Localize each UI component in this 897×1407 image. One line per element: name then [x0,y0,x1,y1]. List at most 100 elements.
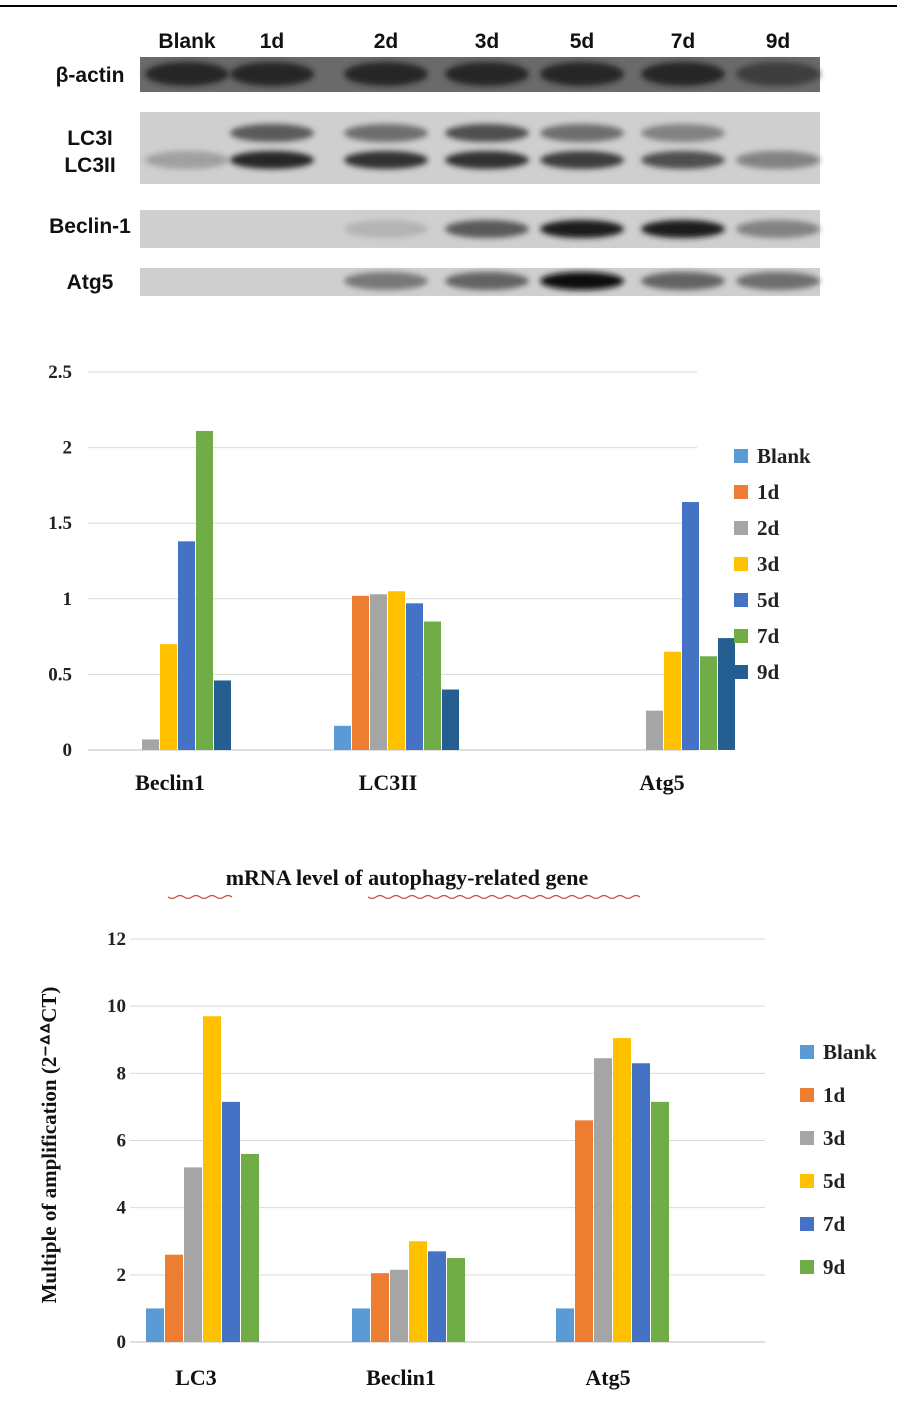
bar-beclin1-2d [142,739,159,750]
blot-band-lc3ii-5d [540,151,624,169]
protein-level-bar-chart: 0 0.5 1 1.5 2 2.5 Beclin1 LC3II Atg5 Blank 1d 2d 3d 5… [48,362,811,795]
blot-band-lc3ii-1d [230,151,314,169]
legend-label-blank: Blank [823,1040,877,1064]
blot-band-lc3i-3d [445,124,529,142]
bar-atg5-7d [700,656,717,750]
bar-lc3ii-1d [352,595,369,750]
legend-swatch-5d [734,593,748,607]
y-tick-label: 8 [117,1063,127,1084]
blot-band-actin-7d [641,62,725,86]
legend-swatch-blank [800,1045,814,1059]
bar-lc3-9d [241,1153,259,1342]
bar-lc3-blank [146,1308,164,1342]
legend-swatch-7d [734,629,748,643]
blot-band-actin-5d [540,62,624,86]
blot-row-label-lc3ii: LC3II [64,154,115,177]
y-tick-label: 0 [117,1332,127,1353]
bar-lc3ii-3d [388,591,405,750]
legend-swatch-9d [734,665,748,679]
bar-beclin1-3d [160,644,177,750]
legend-swatch-3d [734,557,748,571]
lane-label-1d: 1d [260,30,285,53]
legend-label-5d: 5d [823,1169,846,1193]
legend-label-1d: 1d [757,480,780,504]
legend-swatch-1d [734,485,748,499]
bar-atg5-2d [646,710,663,750]
blot-band-actin-blank [145,62,229,86]
bar-atg5-5d [682,502,699,750]
bar-atg5-3d [664,651,681,750]
legend-label-9d: 9d [823,1255,846,1279]
blot-band-atg5-9d [736,272,820,290]
legend-label-7d: 7d [757,624,780,648]
blot-band-beclin-1-2d [344,220,428,238]
western-blot-panel: Blank 1d 2d 3d 5d 7d 9d β-actin LC3I LC3II Beclin-… [49,30,820,296]
blot-band-beclin-1-9d [736,220,820,238]
bar-beclin1-9d [214,680,231,750]
blot-band-actin-3d [445,62,529,86]
y-tick-label: 0.5 [48,664,72,685]
category-label-beclin1: Beclin1 [135,770,205,795]
legend-swatch-2d [734,521,748,535]
bar-atg5-7d [632,1063,650,1342]
top-border-line [0,5,897,7]
legend-label-2d: 2d [757,516,780,540]
bar-atg5-1d [575,1120,593,1342]
blot-band-actin-2d [344,62,428,86]
bar-lc3ii-9d [442,689,459,750]
y-tick-label: 4 [117,1198,127,1219]
legend-swatch-3d [800,1131,814,1145]
bar-lc3ii-7d [424,621,441,750]
lane-label-3d: 3d [475,30,500,53]
blot-row-label-actin: β-actin [56,64,125,87]
bar-beclin1-3d [390,1269,408,1342]
blot-band-actin-9d [736,62,820,86]
bar-atg5-9d [651,1101,669,1342]
bar-beclin1-blank [352,1308,370,1342]
blot-band-atg5-7d [641,272,725,290]
category-label-atg5: Atg5 [639,770,684,795]
legend-label-7d: 7d [823,1212,846,1236]
lane-label-7d: 7d [671,30,696,53]
spellcheck-underline [167,894,641,900]
blot-band-lc3ii-7d [641,151,725,169]
blot-band-actin-1d [230,62,314,86]
blot-row-label-atg5: Atg5 [67,271,114,294]
bar-atg5-3d [594,1058,612,1342]
bar-lc3-1d [165,1254,183,1342]
lane-label-5d: 5d [570,30,595,53]
blot-band-lc3ii-3d [445,151,529,169]
legend-swatch-9d [800,1260,814,1274]
bar-atg5-9d [718,638,735,750]
lane-label-2d: 2d [374,30,399,53]
legend-swatch-1d [800,1088,814,1102]
bar-beclin1-1d [371,1273,389,1342]
lane-label-9d: 9d [766,30,791,53]
bar-beclin1-5d [409,1241,427,1342]
y-tick-label: 6 [117,1131,127,1152]
blot-row-label-lc3i: LC3I [67,127,113,150]
legend-label-9d: 9d [757,660,780,684]
legend-swatch-5d [800,1174,814,1188]
y-tick-label: 2 [63,438,73,459]
legend-label-3d: 3d [823,1126,846,1150]
bar-lc3-7d [222,1101,240,1342]
bar-atg5-blank [556,1308,574,1342]
category-label-atg5: Atg5 [585,1365,630,1390]
blot-band-lc3i-7d [641,124,725,142]
blot-band-lc3ii-2d [344,151,428,169]
bar-lc3-3d [184,1167,202,1342]
legend-label-3d: 3d [757,552,780,576]
bar-lc3ii-blank [334,725,351,750]
lane-label-blank: Blank [158,30,216,53]
blot-row-label-beclin-1: Beclin-1 [49,215,131,238]
y-axis-label: Multiple of amplification (2⁻ᐞᐞCT) [37,987,61,1304]
y-tick-label: 12 [107,929,126,950]
bar-lc3ii-5d [406,603,423,750]
bar-beclin1-5d [178,541,195,750]
category-label-lc3ii: LC3II [359,770,418,795]
category-label-lc3: LC3 [175,1365,217,1390]
blot-band-lc3i-1d [230,124,314,142]
y-tick-label: 10 [107,996,126,1017]
blot-band-atg5-2d [344,272,428,290]
